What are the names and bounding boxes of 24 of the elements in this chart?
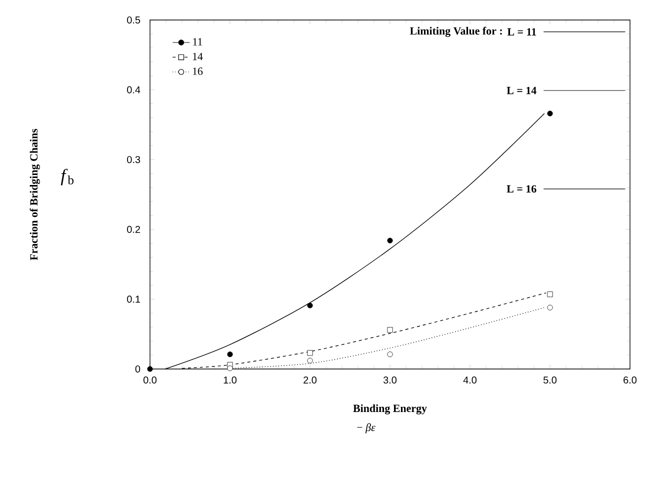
legend-label: 11 bbox=[193, 38, 202, 46]
text: Fraction of Bridging Chains bbox=[30, 128, 40, 260]
x-tick-label: 5.0 bbox=[543, 376, 557, 384]
y-tick-label: 0.3 bbox=[127, 156, 140, 164]
x-tick-label: 3.0 bbox=[383, 376, 397, 384]
y-axis-title: f$_{b}$ bbox=[60, 168, 74, 186]
annotation: L = 14 bbox=[506, 86, 536, 94]
x-tick-label: 6.0 bbox=[624, 376, 637, 384]
annotation: L = 16 bbox=[506, 185, 536, 193]
x-tick-label: 4.0 bbox=[463, 376, 477, 384]
x-tick-label: 2.0 bbox=[304, 376, 317, 384]
x-tick-label: 0.0 bbox=[143, 376, 157, 384]
y-tick-label: 0.1 bbox=[127, 296, 140, 303]
text: − βε bbox=[357, 423, 376, 434]
x-axis-title: Binding Energy bbox=[353, 404, 427, 414]
annotation: L = 11 bbox=[507, 28, 536, 36]
y-tick-label: 0.5 bbox=[127, 16, 140, 24]
y-tick-label: 0 bbox=[135, 365, 140, 373]
legend-label: 16 bbox=[192, 68, 203, 75]
legend-label: 14 bbox=[192, 52, 203, 60]
annotation: Limiting Value for : bbox=[410, 26, 502, 37]
y-tick-label: 0.4 bbox=[127, 86, 140, 94]
y-tick-label: 0.2 bbox=[127, 226, 140, 233]
x-tick-label: 1.0 bbox=[224, 376, 237, 384]
